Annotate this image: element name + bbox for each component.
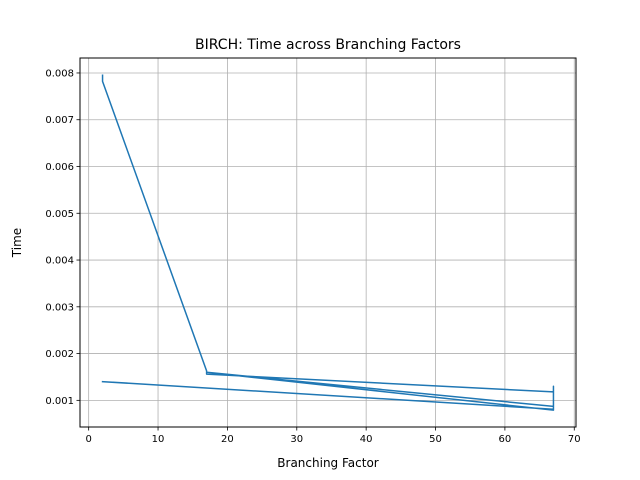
- y-tick-label: 0.005: [45, 209, 74, 220]
- ticks: 0 10 20 30 40 50 60 70 0.001 0.002 0.003 0.004 0.005…: [45, 68, 580, 445]
- x-tick-label: 0: [85, 434, 91, 445]
- chart-title: BIRCH: Time across Branching Factors: [195, 37, 461, 53]
- x-tick-label: 30: [290, 434, 303, 445]
- y-tick-label: 0.007: [45, 115, 74, 126]
- series-layer: [101, 74, 555, 411]
- y-axis-label: Time: [10, 228, 24, 258]
- grid: [80, 58, 576, 427]
- x-tick-label: 40: [360, 434, 373, 445]
- x-axis-label: Branching Factor: [277, 456, 378, 470]
- x-tick-label: 50: [429, 434, 442, 445]
- y-tick-label: 0.001: [45, 396, 74, 407]
- x-tick-label: 60: [499, 434, 512, 445]
- y-tick-label: 0.006: [45, 162, 74, 173]
- axes-frame: [79, 57, 577, 428]
- x-tick-label: 10: [152, 434, 165, 445]
- x-tick-label: 20: [221, 434, 234, 445]
- y-tick-label: 0.003: [45, 302, 74, 313]
- y-tick-label: 0.004: [45, 256, 74, 267]
- y-tick-label: 0.008: [45, 68, 74, 79]
- y-tick-label: 0.002: [45, 349, 74, 360]
- x-tick-label: 70: [568, 434, 581, 445]
